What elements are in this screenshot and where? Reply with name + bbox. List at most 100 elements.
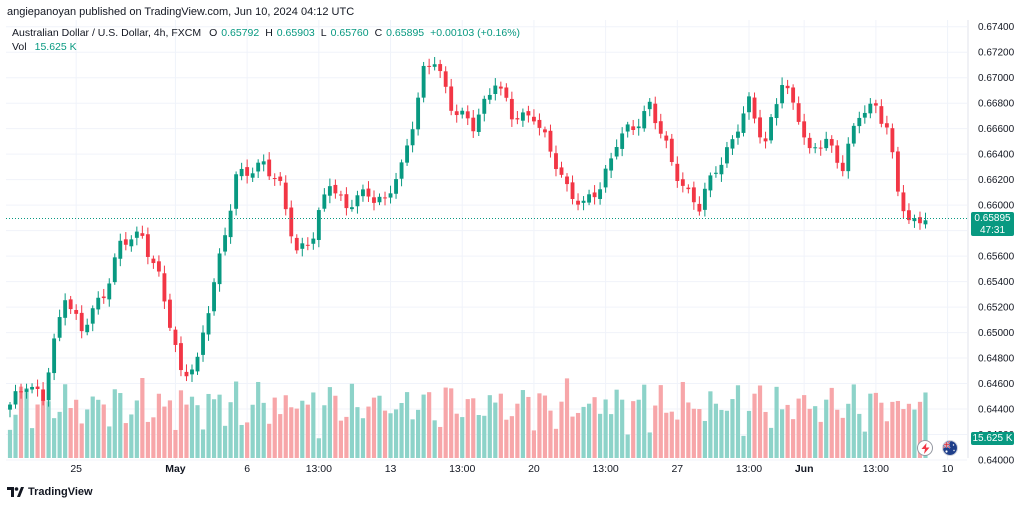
volume-bar <box>29 428 35 458</box>
time-axis[interactable]: 25 May 6 13:00 13 13:00 20 13:00 27 13:00 Jun 13:00… <box>70 463 953 475</box>
volume-bar <box>807 408 812 458</box>
volume-bar <box>620 399 625 458</box>
volume-bar <box>526 396 531 458</box>
candle <box>405 138 410 166</box>
candle <box>736 124 740 145</box>
candle <box>884 115 889 135</box>
candle <box>476 108 481 136</box>
volume-bar <box>509 416 514 458</box>
volume-bar <box>449 388 454 458</box>
volume-bar <box>735 385 741 458</box>
price-tick-label: 0.64400 <box>978 405 1015 416</box>
time-tick-label: 13:00 <box>592 463 618 475</box>
candle <box>796 96 801 125</box>
volume-bar <box>702 420 707 458</box>
grid <box>6 20 967 461</box>
candle <box>697 196 702 216</box>
symbol-title[interactable]: Australian Dollar / U.S. Dollar, 4h, FXC… <box>12 27 202 39</box>
tradingview-logo-icon <box>7 487 24 497</box>
ohlc-row: Australian Dollar / U.S. Dollar, 4h, FXC… <box>12 26 522 40</box>
candle <box>636 118 641 136</box>
candle <box>90 305 95 332</box>
candle <box>901 185 906 219</box>
volume-bar <box>598 413 603 458</box>
candle <box>454 104 459 123</box>
close-value: 0.65895 <box>386 27 425 39</box>
candle <box>118 233 123 267</box>
volume-bar <box>829 387 834 458</box>
candle <box>289 200 294 244</box>
volume-bar <box>366 406 371 458</box>
volume-bar <box>432 420 437 458</box>
volume-bar <box>906 403 912 458</box>
candle <box>835 140 840 169</box>
volume-bar <box>388 413 393 458</box>
candle <box>554 145 558 177</box>
candle <box>239 162 244 181</box>
volume-bar <box>713 403 719 458</box>
candle <box>509 91 514 127</box>
candle <box>791 84 796 110</box>
volume-bar <box>443 387 448 458</box>
candle <box>840 155 845 177</box>
volume-bar <box>697 409 702 458</box>
candle <box>305 237 310 251</box>
candle <box>383 191 387 206</box>
candle <box>725 141 729 168</box>
candle <box>421 61 426 103</box>
candle <box>179 336 183 377</box>
volume-bar <box>322 405 327 458</box>
candle <box>912 214 917 228</box>
volume-bar <box>664 412 669 458</box>
candle <box>598 182 603 205</box>
volume-bar <box>162 406 167 458</box>
time-tick-label: 25 <box>70 463 82 475</box>
volume-bar <box>101 404 106 458</box>
candle <box>846 137 851 179</box>
candle <box>581 196 586 211</box>
candle <box>300 237 305 257</box>
volume-bar <box>642 384 647 458</box>
volume-bar <box>730 399 735 458</box>
candle <box>653 96 658 130</box>
candle <box>631 119 636 135</box>
candle <box>145 227 150 265</box>
volume-label[interactable]: Vol <box>12 41 27 53</box>
time-tick-label: 13:00 <box>306 463 332 475</box>
volume-bar <box>267 423 272 458</box>
high-value: 0.65903 <box>276 27 315 39</box>
candle <box>79 305 84 339</box>
candle <box>366 181 371 202</box>
candle <box>311 232 316 250</box>
volume-bar <box>123 423 128 458</box>
volume-bar <box>228 402 233 458</box>
price-tick-label: 0.66000 <box>978 201 1015 212</box>
volume-bar <box>349 383 355 458</box>
volume-bar <box>482 415 487 458</box>
volume-bar <box>427 392 432 458</box>
candle <box>52 333 57 381</box>
price-tick-label: 0.66800 <box>978 99 1015 110</box>
volume-bar <box>631 401 636 458</box>
volume-bar <box>531 430 537 458</box>
price-axis[interactable]: 0.67400 0.67200 0.67000 0.66800 0.66600 0.664… <box>978 22 1015 466</box>
candle <box>85 318 90 336</box>
price-tick-label: 0.66200 <box>978 175 1015 186</box>
candle <box>895 146 900 197</box>
volume-bar <box>741 435 746 458</box>
australia-flag-button[interactable] <box>942 440 958 456</box>
volume-bar <box>465 399 470 458</box>
candle <box>206 306 211 341</box>
price-tick-label: 0.65200 <box>978 303 1015 314</box>
candle <box>565 173 569 192</box>
volume-bar <box>493 402 498 458</box>
price-tick-label: 0.66600 <box>978 124 1015 135</box>
candle <box>471 110 476 138</box>
volume-bar <box>46 401 51 458</box>
tradingview-brand[interactable]: TradingView <box>7 486 93 498</box>
lightning-button[interactable] <box>917 440 933 456</box>
candle <box>394 172 398 199</box>
price-tick-label: 0.67000 <box>978 73 1015 84</box>
candle <box>267 152 272 181</box>
